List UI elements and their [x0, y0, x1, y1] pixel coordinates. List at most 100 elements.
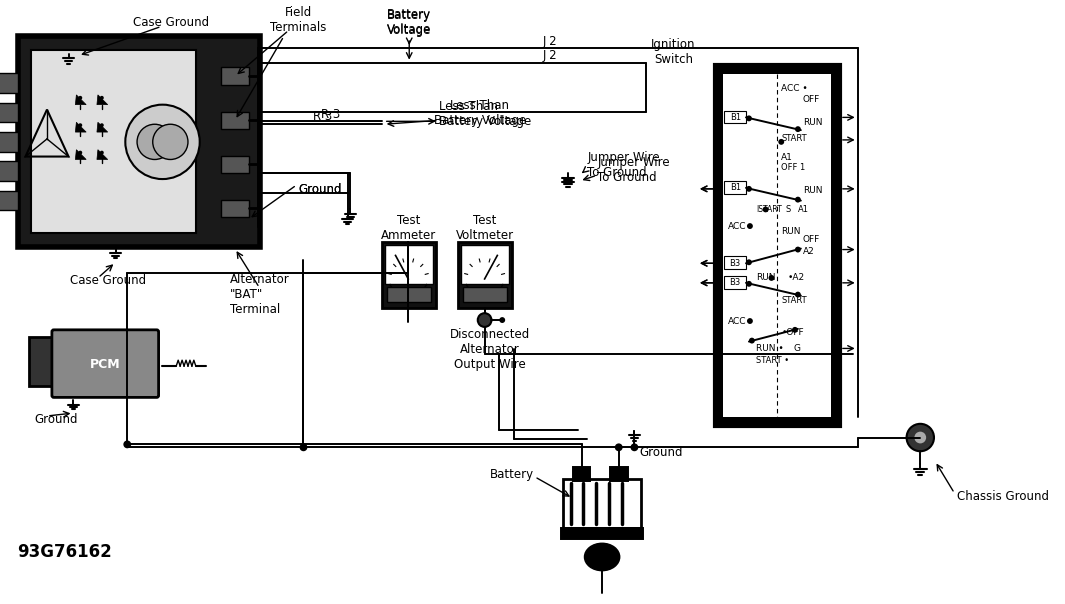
Text: Case Ground: Case Ground	[70, 274, 147, 288]
Circle shape	[769, 275, 774, 281]
Polygon shape	[97, 122, 108, 132]
Bar	[724, 276, 746, 289]
Text: Ground: Ground	[639, 446, 683, 458]
Text: OFF: OFF	[803, 236, 820, 244]
Circle shape	[126, 104, 200, 179]
Circle shape	[746, 186, 752, 192]
Text: Chassis Ground: Chassis Ground	[957, 490, 1049, 503]
Bar	[561, 528, 643, 539]
Text: A2: A2	[803, 247, 815, 256]
Bar	[0, 103, 18, 122]
Circle shape	[746, 115, 752, 121]
Circle shape	[299, 443, 308, 451]
Text: ACC: ACC	[728, 222, 747, 231]
Text: RUN •: RUN •	[756, 344, 784, 353]
Text: S: S	[785, 205, 790, 214]
Circle shape	[747, 223, 753, 229]
Bar	[30, 336, 59, 385]
Text: ACC •: ACC •	[782, 85, 808, 94]
Text: A1: A1	[782, 153, 793, 162]
Circle shape	[794, 197, 801, 202]
Text: B1: B1	[730, 113, 741, 122]
Text: Case Ground: Case Ground	[133, 16, 210, 29]
Bar	[0, 191, 18, 210]
Circle shape	[749, 338, 755, 344]
Text: Less Than
Battery Voltage: Less Than Battery Voltage	[439, 100, 530, 129]
Text: Battery
Voltage: Battery Voltage	[387, 10, 431, 37]
Text: RUN: RUN	[756, 274, 775, 283]
Circle shape	[794, 126, 801, 132]
Text: Ignition
Switch: Ignition Switch	[652, 38, 695, 66]
Bar	[0, 132, 18, 152]
Text: ACC: ACC	[728, 316, 747, 326]
Bar	[31, 50, 196, 233]
Text: Jumper Wire
To Ground: Jumper Wire To Ground	[597, 156, 670, 184]
Bar	[222, 68, 248, 85]
Bar	[18, 36, 261, 246]
Bar	[724, 181, 746, 194]
FancyBboxPatch shape	[52, 330, 159, 397]
Circle shape	[100, 96, 103, 100]
Text: 93G76162: 93G76162	[18, 543, 113, 561]
Text: START: START	[782, 296, 807, 305]
Circle shape	[79, 150, 82, 155]
Bar	[610, 467, 627, 481]
Circle shape	[746, 259, 752, 265]
Text: RUN: RUN	[782, 228, 801, 236]
Text: Alternator
"BAT"
Terminal: Alternator "BAT" Terminal	[230, 273, 290, 316]
Circle shape	[906, 424, 934, 451]
Circle shape	[100, 123, 103, 127]
Text: Ground: Ground	[298, 184, 342, 196]
Text: START: START	[782, 135, 807, 143]
Circle shape	[79, 96, 82, 100]
Bar	[458, 242, 512, 308]
Text: G: G	[793, 344, 800, 353]
Bar	[724, 257, 746, 269]
Text: Disconnected
Alternator
Output Wire: Disconnected Alternator Output Wire	[449, 328, 529, 371]
Bar	[563, 478, 641, 528]
Text: B3: B3	[730, 259, 741, 268]
Circle shape	[794, 292, 801, 298]
Text: B1: B1	[730, 184, 741, 193]
Polygon shape	[76, 95, 86, 104]
Circle shape	[100, 150, 103, 155]
Text: Less Than
Battery Voltage: Less Than Battery Voltage	[433, 100, 526, 127]
Circle shape	[478, 313, 491, 327]
Text: Test
Ammeter: Test Ammeter	[380, 214, 436, 242]
Text: Field
Terminals: Field Terminals	[271, 7, 327, 34]
Text: A1: A1	[798, 205, 809, 214]
Text: J 2: J 2	[543, 49, 557, 62]
Polygon shape	[76, 150, 86, 159]
Bar	[387, 287, 430, 303]
Bar	[723, 74, 831, 417]
Text: R 3: R 3	[313, 110, 332, 123]
Text: •A2: •A2	[788, 274, 805, 283]
Bar	[0, 73, 18, 93]
Text: Jumper Wire
To Ground: Jumper Wire To Ground	[588, 152, 660, 179]
Ellipse shape	[585, 543, 620, 571]
Polygon shape	[97, 95, 108, 104]
Bar	[461, 245, 509, 284]
Polygon shape	[76, 122, 86, 132]
Circle shape	[499, 317, 505, 323]
Bar	[573, 467, 590, 481]
Circle shape	[79, 123, 82, 127]
Circle shape	[794, 246, 801, 252]
Bar	[715, 65, 840, 426]
Circle shape	[615, 443, 623, 451]
Text: Battery: Battery	[490, 468, 534, 481]
Text: RUN: RUN	[803, 118, 822, 127]
Text: OFF 1: OFF 1	[782, 163, 805, 172]
Text: START •: START •	[756, 356, 789, 365]
Text: Test
Voltmeter: Test Voltmeter	[456, 214, 513, 242]
Bar	[463, 287, 507, 303]
Polygon shape	[97, 150, 108, 159]
Text: Ground: Ground	[298, 184, 342, 196]
Circle shape	[630, 443, 638, 451]
Circle shape	[792, 327, 798, 333]
Circle shape	[915, 432, 927, 443]
Circle shape	[137, 124, 173, 159]
Text: RUN: RUN	[803, 186, 822, 195]
Bar	[382, 242, 436, 308]
Circle shape	[763, 207, 769, 213]
